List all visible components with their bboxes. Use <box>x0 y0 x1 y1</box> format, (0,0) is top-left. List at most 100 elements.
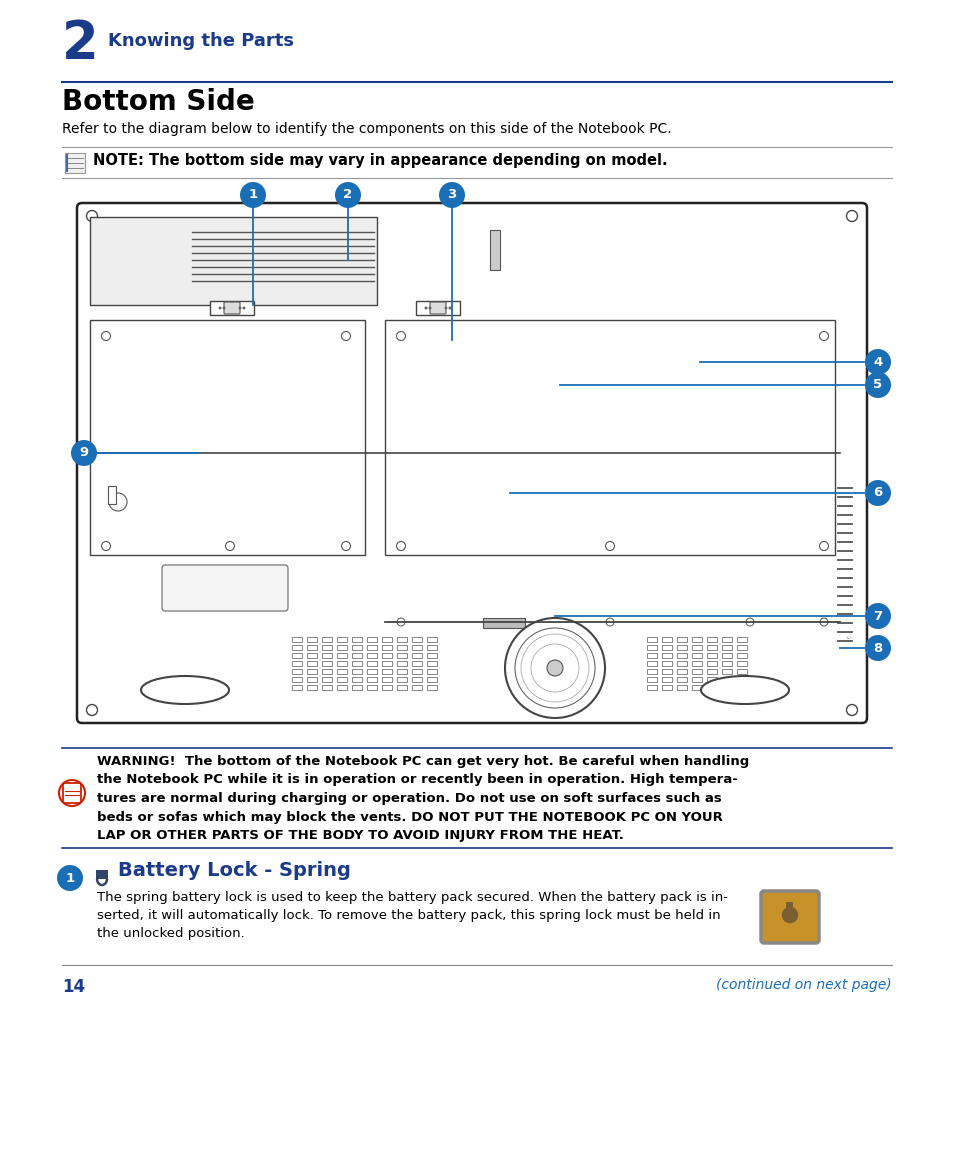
FancyBboxPatch shape <box>96 870 108 879</box>
Circle shape <box>605 618 614 626</box>
Text: 9: 9 <box>79 447 89 460</box>
FancyBboxPatch shape <box>677 661 686 666</box>
FancyBboxPatch shape <box>292 669 302 675</box>
Circle shape <box>341 331 350 341</box>
FancyBboxPatch shape <box>427 638 436 642</box>
Circle shape <box>238 306 241 310</box>
FancyBboxPatch shape <box>322 669 332 675</box>
FancyBboxPatch shape <box>706 653 717 658</box>
Circle shape <box>864 349 890 375</box>
FancyBboxPatch shape <box>292 661 302 666</box>
FancyBboxPatch shape <box>661 685 671 690</box>
Text: 6: 6 <box>872 486 882 499</box>
Circle shape <box>101 331 111 341</box>
FancyBboxPatch shape <box>322 644 332 650</box>
Circle shape <box>448 306 451 310</box>
FancyBboxPatch shape <box>352 653 361 658</box>
FancyBboxPatch shape <box>721 661 731 666</box>
FancyBboxPatch shape <box>396 669 407 675</box>
FancyBboxPatch shape <box>108 486 116 504</box>
Circle shape <box>605 542 614 551</box>
FancyBboxPatch shape <box>307 653 316 658</box>
FancyBboxPatch shape <box>490 230 499 270</box>
FancyBboxPatch shape <box>706 685 717 690</box>
FancyBboxPatch shape <box>292 653 302 658</box>
Circle shape <box>864 635 890 661</box>
Circle shape <box>864 603 890 629</box>
FancyBboxPatch shape <box>367 644 376 650</box>
Circle shape <box>438 182 464 208</box>
FancyBboxPatch shape <box>336 685 347 690</box>
FancyBboxPatch shape <box>737 644 746 650</box>
Circle shape <box>424 306 427 310</box>
FancyBboxPatch shape <box>737 653 746 658</box>
Circle shape <box>546 660 562 676</box>
FancyBboxPatch shape <box>224 301 240 314</box>
Text: 14: 14 <box>62 978 85 996</box>
FancyBboxPatch shape <box>367 661 376 666</box>
FancyBboxPatch shape <box>396 638 407 642</box>
Circle shape <box>222 306 225 310</box>
Circle shape <box>745 618 753 626</box>
FancyBboxPatch shape <box>162 565 288 611</box>
FancyBboxPatch shape <box>661 644 671 650</box>
Circle shape <box>820 618 827 626</box>
FancyBboxPatch shape <box>381 638 392 642</box>
FancyBboxPatch shape <box>482 618 524 628</box>
FancyBboxPatch shape <box>737 638 746 642</box>
FancyBboxPatch shape <box>691 669 701 675</box>
FancyBboxPatch shape <box>412 653 421 658</box>
FancyBboxPatch shape <box>646 653 657 658</box>
Text: ·-·: ·-· <box>844 635 852 641</box>
FancyBboxPatch shape <box>77 203 866 723</box>
FancyBboxPatch shape <box>737 661 746 666</box>
FancyBboxPatch shape <box>412 669 421 675</box>
FancyBboxPatch shape <box>646 685 657 690</box>
FancyBboxPatch shape <box>292 644 302 650</box>
FancyBboxPatch shape <box>721 638 731 642</box>
FancyBboxPatch shape <box>307 644 316 650</box>
FancyBboxPatch shape <box>381 677 392 681</box>
Ellipse shape <box>141 676 229 705</box>
FancyBboxPatch shape <box>352 669 361 675</box>
FancyBboxPatch shape <box>412 644 421 650</box>
FancyBboxPatch shape <box>65 152 85 173</box>
FancyBboxPatch shape <box>661 638 671 642</box>
FancyBboxPatch shape <box>381 644 392 650</box>
FancyBboxPatch shape <box>367 638 376 642</box>
FancyBboxPatch shape <box>721 644 731 650</box>
Circle shape <box>87 705 97 715</box>
Text: 8: 8 <box>872 641 882 655</box>
Circle shape <box>845 705 857 715</box>
FancyBboxPatch shape <box>292 677 302 681</box>
Circle shape <box>396 331 405 341</box>
Circle shape <box>845 210 857 222</box>
Text: WARNING!  The bottom of the Notebook PC can get very hot. Be careful when handli: WARNING! The bottom of the Notebook PC c… <box>97 755 748 768</box>
Circle shape <box>396 618 405 626</box>
Text: The spring battery lock is used to keep the battery pack secured. When the batte: The spring battery lock is used to keep … <box>97 891 727 904</box>
Text: 4: 4 <box>872 356 882 368</box>
FancyBboxPatch shape <box>396 661 407 666</box>
FancyBboxPatch shape <box>427 685 436 690</box>
Circle shape <box>864 480 890 506</box>
FancyBboxPatch shape <box>90 320 365 556</box>
Ellipse shape <box>700 676 788 705</box>
Text: Knowing the Parts: Knowing the Parts <box>108 32 294 50</box>
FancyBboxPatch shape <box>760 891 818 942</box>
FancyBboxPatch shape <box>336 644 347 650</box>
FancyBboxPatch shape <box>322 661 332 666</box>
FancyBboxPatch shape <box>677 677 686 681</box>
FancyBboxPatch shape <box>352 661 361 666</box>
FancyBboxPatch shape <box>322 677 332 681</box>
FancyBboxPatch shape <box>691 661 701 666</box>
Circle shape <box>57 865 83 891</box>
Circle shape <box>781 908 797 923</box>
FancyBboxPatch shape <box>427 644 436 650</box>
Text: Refer to the diagram below to identify the components on this side of the Notebo: Refer to the diagram below to identify t… <box>62 122 671 136</box>
FancyBboxPatch shape <box>661 669 671 675</box>
Circle shape <box>240 182 266 208</box>
FancyBboxPatch shape <box>381 653 392 658</box>
FancyBboxPatch shape <box>677 653 686 658</box>
FancyBboxPatch shape <box>90 217 376 305</box>
FancyBboxPatch shape <box>427 661 436 666</box>
